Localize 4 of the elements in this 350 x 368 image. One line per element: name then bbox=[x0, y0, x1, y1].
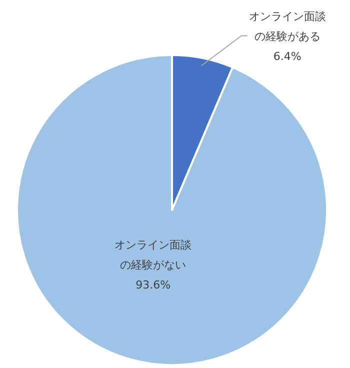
slice-label: オンライン面談の経験がない bbox=[114, 238, 192, 272]
data-label: 6.4% bbox=[273, 50, 302, 63]
data-label: 93.6% bbox=[136, 278, 171, 292]
slice-label: オンライン面談の経験がある bbox=[248, 10, 326, 43]
